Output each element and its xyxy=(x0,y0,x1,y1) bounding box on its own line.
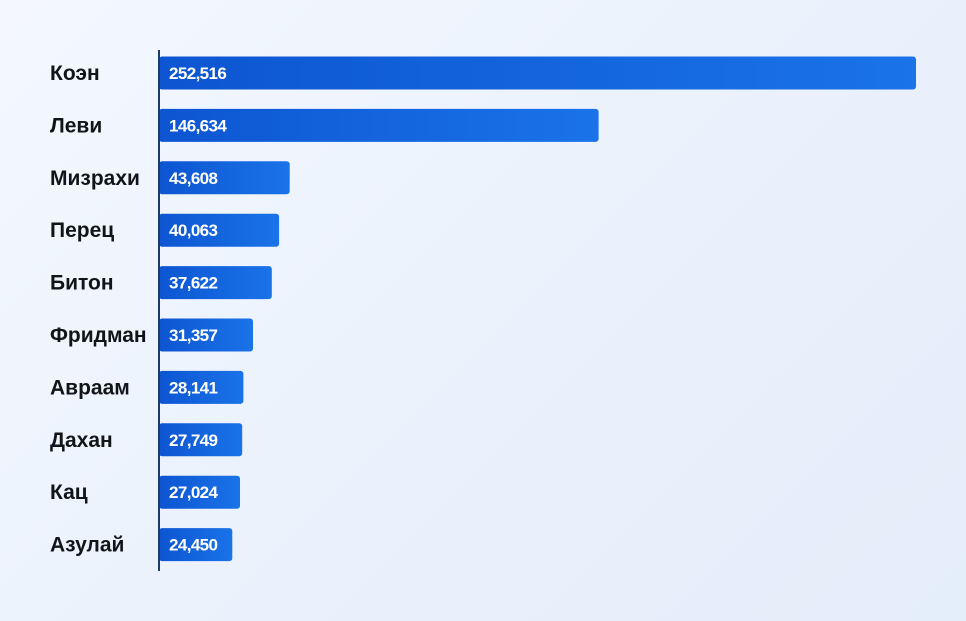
bar-value-label: 40,063 xyxy=(169,221,218,240)
bars-layer: 252,516 146,634 43,608 40,063 37,622 31,357 28… xyxy=(159,56,916,562)
category-label: Азулай xyxy=(50,534,124,557)
bar-value-label: 43,608 xyxy=(169,169,218,188)
bar xyxy=(159,266,272,300)
bar-value-label: 146,634 xyxy=(169,116,227,135)
category-label: Мизрахи xyxy=(50,167,140,190)
category-label: Перец xyxy=(50,219,114,242)
category-label: Дахан xyxy=(50,429,113,452)
bar-value-label: 27,024 xyxy=(169,483,219,502)
bar xyxy=(159,213,280,247)
category-label: Битон xyxy=(50,272,114,295)
bar xyxy=(159,56,916,90)
bar xyxy=(159,108,599,142)
bar-value-label: 37,622 xyxy=(169,274,218,293)
bar-value-label: 24,450 xyxy=(169,536,218,555)
bar-value-label: 31,357 xyxy=(169,326,218,345)
category-label: Кац xyxy=(50,481,88,504)
category-label: Леви xyxy=(50,114,102,137)
category-label: Авраам xyxy=(50,376,130,399)
bar xyxy=(159,370,244,404)
bar-value-label: 27,749 xyxy=(169,431,218,450)
bar xyxy=(159,528,233,562)
bar xyxy=(159,423,243,457)
category-label: Фридман xyxy=(50,324,147,347)
category-label: Коэн xyxy=(50,62,100,85)
category-labels: Коэн Леви Мизрахи Перец Битон Фридман Авраам Да… xyxy=(50,62,147,557)
bar-value-label: 28,141 xyxy=(169,378,218,397)
bar xyxy=(159,318,253,352)
bar-value-label: 252,516 xyxy=(169,64,226,83)
bar xyxy=(159,475,240,509)
bar xyxy=(159,161,290,195)
